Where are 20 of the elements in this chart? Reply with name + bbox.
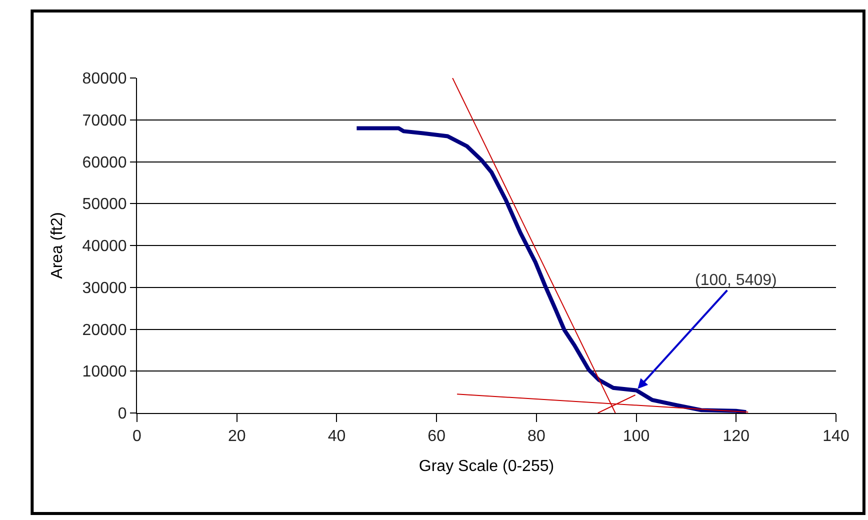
- x-tick-label: 20: [228, 428, 246, 446]
- annotation: (100, 5409): [695, 272, 777, 289]
- y-tick-label: 0: [118, 406, 127, 423]
- x-axis-title: Gray Scale (0-255): [418, 458, 554, 475]
- y-tick-label: 10000: [82, 364, 127, 381]
- y-axis-title: Area (ft2): [49, 212, 66, 279]
- x-tick-label: 60: [428, 428, 446, 446]
- x-tick-label: 140: [822, 428, 850, 446]
- x-tick-label: 40: [328, 428, 346, 446]
- y-tick-label: 50000: [82, 196, 127, 214]
- y-tick-label: 30000: [82, 280, 127, 297]
- y-tick-label: 40000: [82, 238, 127, 256]
- y-tick-label: 70000: [82, 112, 127, 130]
- x-tick-label: 0: [132, 428, 142, 446]
- y-tick-label: 80000: [82, 70, 127, 88]
- y-tick-label: 20000: [82, 322, 127, 339]
- x-tick-label: 120: [722, 428, 750, 446]
- y-tick-label: 60000: [82, 154, 127, 172]
- x-tick-label: 100: [622, 428, 650, 446]
- x-tick-label: 80: [528, 428, 546, 446]
